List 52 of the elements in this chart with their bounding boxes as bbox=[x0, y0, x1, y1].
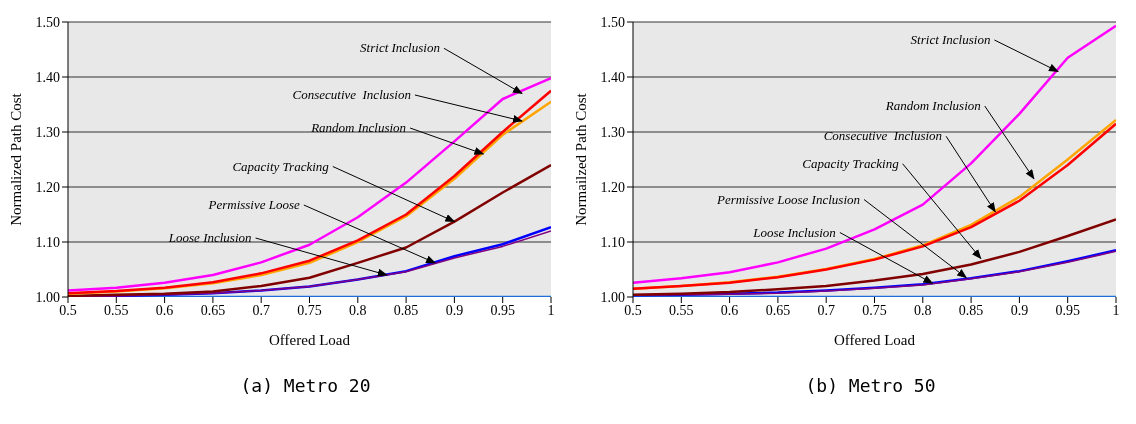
y-tick-label: 1.20 bbox=[35, 179, 60, 195]
x-tick-label: 0.95 bbox=[1055, 302, 1080, 318]
x-tick-label: 0.75 bbox=[862, 302, 887, 318]
x-tick-label: 0.5 bbox=[59, 302, 77, 318]
annotation: Permissive Loose bbox=[207, 197, 301, 212]
y-tick-label: 1.30 bbox=[35, 124, 60, 140]
x-tick-label: 0.7 bbox=[817, 302, 835, 318]
y-tick-label: 1.00 bbox=[35, 289, 60, 305]
y-tick-label: 1.30 bbox=[600, 124, 625, 140]
x-tick-label: 1 bbox=[1112, 302, 1120, 318]
x-tick-label: 0.85 bbox=[393, 302, 419, 318]
y-axis-title: Normailzed Path Cost bbox=[573, 92, 590, 226]
x-tick-label: 0.85 bbox=[958, 302, 984, 318]
annotation: Strict Inclusion bbox=[910, 32, 991, 47]
y-tick-label: 1.50 bbox=[35, 14, 60, 30]
annotation: Capacity Tracking bbox=[802, 155, 900, 171]
annotation: Loose Inclusion bbox=[752, 224, 836, 240]
annotation: Consecutive Inclusion bbox=[823, 128, 943, 144]
annotation: Permissive Loose Inclusion bbox=[716, 191, 861, 207]
x-tick-label: 0.8 bbox=[914, 302, 932, 318]
y-tick-label: 1.00 bbox=[600, 289, 625, 305]
y-tick-label: 1.10 bbox=[35, 234, 60, 250]
annotation: Strict Inclusion bbox=[360, 40, 440, 56]
x-tick-label: 0.55 bbox=[104, 302, 129, 318]
x-tick-label: 0.6 bbox=[720, 302, 739, 318]
annotation: Random Inclusion bbox=[310, 120, 407, 135]
x-tick-label: 0.8 bbox=[349, 302, 367, 318]
x-tick-label: 0.65 bbox=[765, 302, 791, 318]
annotation: Loose Inclusion bbox=[167, 230, 252, 245]
x-tick-label: 0.9 bbox=[445, 302, 464, 318]
x-tick-label: 0.7 bbox=[252, 302, 270, 318]
x-tick-label: 0.65 bbox=[200, 302, 226, 318]
y-tick-label: 1.40 bbox=[600, 69, 625, 85]
x-tick-label: 0.5 bbox=[624, 302, 642, 318]
x-axis-title: Offered Load bbox=[834, 332, 916, 348]
x-tick-label: 0.75 bbox=[297, 302, 322, 318]
x-tick-label: 1 bbox=[547, 302, 555, 318]
annotation: Capacity Tracking bbox=[232, 158, 330, 174]
text: (b) Metro 50 bbox=[804, 375, 937, 396]
x-tick-label: 0.95 bbox=[490, 302, 515, 318]
x-tick-label: 0.6 bbox=[155, 302, 174, 318]
y-axis-title: Normalized Path Cost bbox=[8, 92, 25, 226]
y-tick-label: 1.20 bbox=[600, 179, 625, 195]
annotation: Random Inclusion bbox=[884, 98, 981, 113]
y-tick-label: 1.50 bbox=[600, 14, 625, 30]
x-tick-label: 0.9 bbox=[1010, 302, 1029, 318]
annotation: Consecutive Inclusion bbox=[292, 87, 411, 102]
x-tick-label: 0.55 bbox=[669, 302, 694, 318]
y-tick-label: 1.10 bbox=[600, 234, 625, 250]
x-axis-title: Offered Load bbox=[269, 332, 351, 348]
y-tick-label: 1.40 bbox=[35, 69, 60, 85]
text: (a) Metro 20 bbox=[239, 375, 372, 396]
